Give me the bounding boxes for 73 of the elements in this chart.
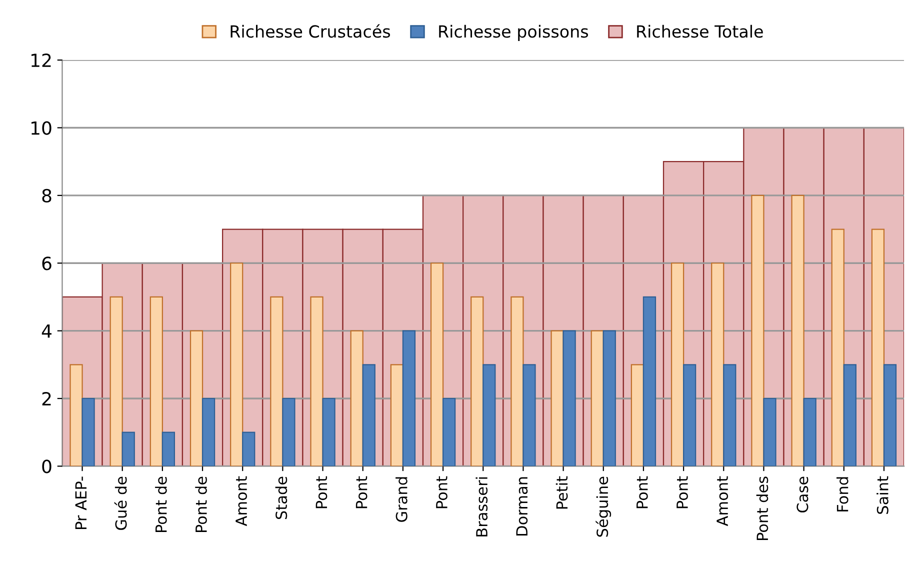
bar (843, 364, 856, 466)
y-tick-label: 4 (42, 324, 52, 338)
bar (590, 330, 604, 466)
bar (751, 194, 764, 466)
x-tick-label: Pont (636, 476, 648, 508)
bar (162, 432, 176, 466)
y-tick-label: 0 (42, 460, 52, 474)
bar (150, 296, 163, 466)
bar (190, 330, 204, 466)
bar (310, 296, 324, 466)
bar (831, 228, 844, 466)
bar (282, 398, 296, 466)
x-tick-label: Pont (316, 476, 328, 508)
bar (642, 296, 656, 466)
bar (630, 364, 644, 466)
bar (723, 364, 736, 466)
bar (402, 330, 416, 466)
x-tick-label: Pont des (756, 476, 768, 540)
y-tick-label: 8 (42, 188, 52, 203)
bar (763, 398, 776, 466)
x-tick-label: Pont (356, 476, 368, 508)
x-tick-label: Brasseri (476, 477, 488, 536)
bar (110, 296, 123, 466)
bar (430, 262, 444, 466)
bar (202, 398, 216, 466)
bar (470, 296, 484, 466)
bar (270, 296, 284, 466)
x-tick-label: Pont de (195, 476, 207, 532)
bar (871, 228, 885, 466)
x-tick-label: Grand (396, 477, 408, 522)
bar (803, 398, 816, 466)
y-tick-label: 6 (42, 256, 52, 270)
bar (70, 364, 83, 466)
y-tick-label: 12 (32, 54, 51, 67)
bar (442, 398, 456, 466)
legend-label: Richesse poissons (439, 24, 588, 41)
x-tick-label: Pr AEP- (75, 476, 86, 529)
bar (350, 330, 364, 466)
x-tick-label: Pont (436, 476, 448, 508)
bar (711, 262, 724, 466)
x-tick-label: Stade (275, 476, 288, 520)
x-tick-label: Case (796, 476, 808, 512)
x-tick-label: Amont (236, 476, 248, 526)
bar (791, 194, 804, 466)
bar (550, 330, 564, 466)
x-tick-label: Pont de (155, 476, 167, 532)
x-tick-label: Dorman (516, 477, 528, 536)
x-tick-label: Pont (676, 476, 688, 508)
legend-label: Richesse Crustacés (230, 24, 390, 38)
bar (602, 330, 616, 466)
legend-label: Richesse Totale (637, 24, 763, 38)
y-tick-label: 10 (32, 121, 52, 135)
bar (883, 364, 897, 466)
x-tick-label: Gué de (114, 476, 127, 530)
bar (682, 364, 696, 466)
x-tick-label: Saint (876, 476, 888, 514)
x-tick-label: Séguine (596, 476, 612, 537)
bar (390, 364, 404, 466)
bar (82, 398, 95, 466)
bar (230, 262, 244, 466)
bar (562, 330, 576, 466)
bar (482, 364, 496, 466)
bar (242, 432, 256, 466)
x-tick-label: Amont (716, 476, 728, 526)
x-tick-label: Fond (836, 477, 848, 512)
bar (122, 432, 135, 466)
y-tick-label: 2 (42, 392, 51, 406)
bar (670, 262, 684, 466)
bar (522, 364, 536, 466)
bar (322, 398, 336, 466)
bar (362, 364, 376, 466)
x-tick-label: Petit (556, 476, 568, 509)
bar (510, 296, 524, 466)
